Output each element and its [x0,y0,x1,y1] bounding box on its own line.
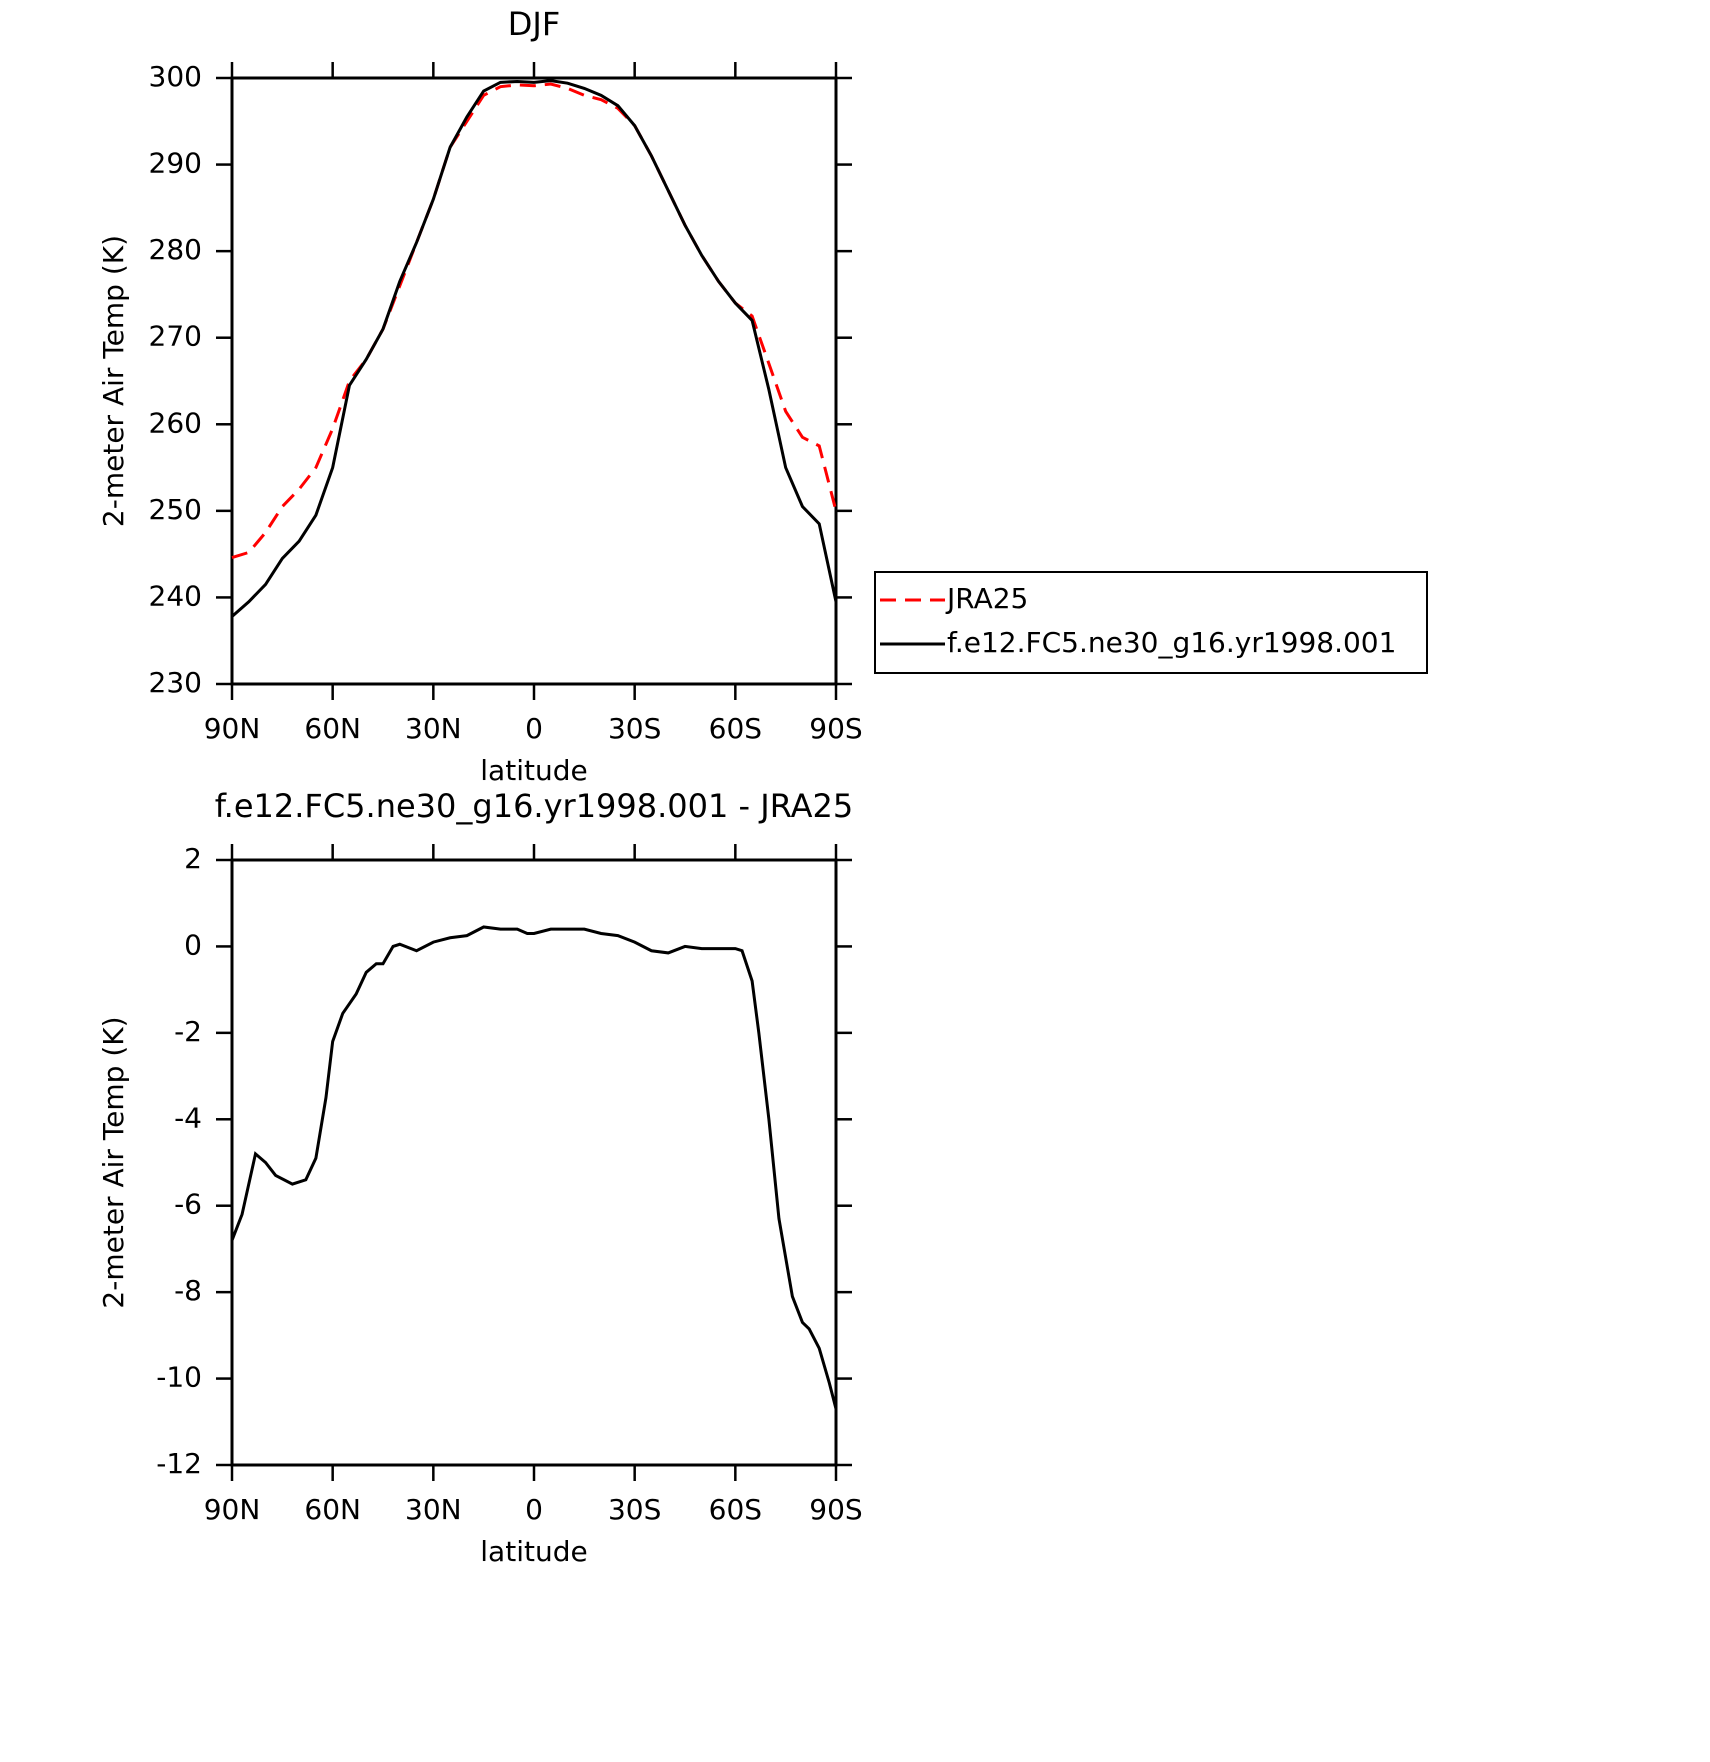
series-line [231,79,838,618]
chart-title: DJF [508,5,560,43]
y-tick-label: -2 [174,1015,202,1048]
x-tick-label: 60N [304,1493,361,1526]
y-tick-label: 230 [149,666,202,699]
legend-box [874,571,1428,674]
y-tick-label: 300 [149,60,202,93]
x-axis-label: latitude [480,1535,587,1568]
chart-title: f.e12.FC5.ne30_g16.yr1998.001 - JRA25 [215,787,854,825]
x-axis-label: latitude [480,754,587,787]
y-tick-label: 0 [184,928,202,961]
y-tick-label: 280 [149,233,202,266]
x-tick-label: 90S [809,712,862,745]
x-tick-label: 90N [204,712,261,745]
y-tick-label: 250 [149,493,202,526]
legend-label: f.e12.FC5.ne30_g16.yr1998.001 [947,626,1396,659]
y-tick-label: -10 [156,1361,202,1394]
y-axis-label: 2-meter Air Temp (K) [97,235,130,527]
y-tick-label: -4 [174,1101,202,1134]
x-tick-label: 30S [608,1493,661,1526]
y-tick-label: -12 [156,1447,202,1480]
y-tick-label: 290 [149,147,202,180]
y-tick-label: -6 [174,1188,202,1221]
x-tick-label: 90S [809,1493,862,1526]
x-tick-label: 30N [405,712,462,745]
plot-frame [230,858,838,1467]
x-tick-label: 0 [525,1493,543,1526]
x-tick-label: 0 [525,712,543,745]
y-tick-label: 240 [149,579,202,612]
y-tick-label: -8 [174,1274,202,1307]
series-line [230,925,838,1410]
y-tick-label: 2 [184,842,202,875]
y-axis-label: 2-meter Air Temp (K) [97,1016,130,1308]
x-tick-label: 60S [709,712,762,745]
x-tick-label: 30S [608,712,661,745]
x-tick-label: 30N [405,1493,462,1526]
series-line [231,82,838,560]
x-tick-label: 60S [709,1493,762,1526]
x-tick-label: 90N [204,1493,261,1526]
plot-frame [230,76,838,686]
legend-label: JRA25 [945,582,1028,615]
y-tick-label: 260 [149,406,202,439]
y-tick-label: 270 [149,320,202,353]
x-tick-label: 60N [304,712,361,745]
